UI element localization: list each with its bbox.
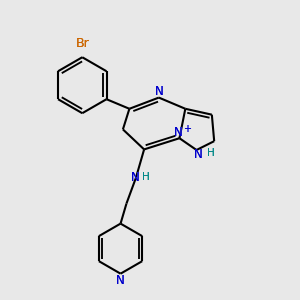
Text: N: N <box>131 171 140 184</box>
Text: Br: Br <box>75 37 89 50</box>
Text: N: N <box>116 274 125 287</box>
Text: +: + <box>183 124 191 134</box>
Text: N: N <box>194 148 202 161</box>
Text: N: N <box>194 148 202 161</box>
Text: N: N <box>116 274 125 287</box>
Text: Br: Br <box>75 37 89 50</box>
Text: N: N <box>131 171 140 184</box>
Text: N: N <box>154 85 163 98</box>
Text: N: N <box>154 85 163 98</box>
Text: N: N <box>174 126 182 140</box>
Text: N: N <box>116 274 125 287</box>
Text: N: N <box>174 126 182 140</box>
Text: N: N <box>194 148 202 161</box>
Text: +: + <box>183 124 191 134</box>
Text: N: N <box>131 171 140 184</box>
Text: H: H <box>142 172 149 182</box>
Text: H: H <box>207 148 214 158</box>
Text: H: H <box>142 172 149 182</box>
Text: N: N <box>154 85 163 98</box>
Text: N: N <box>174 126 182 140</box>
Text: H: H <box>207 148 214 158</box>
